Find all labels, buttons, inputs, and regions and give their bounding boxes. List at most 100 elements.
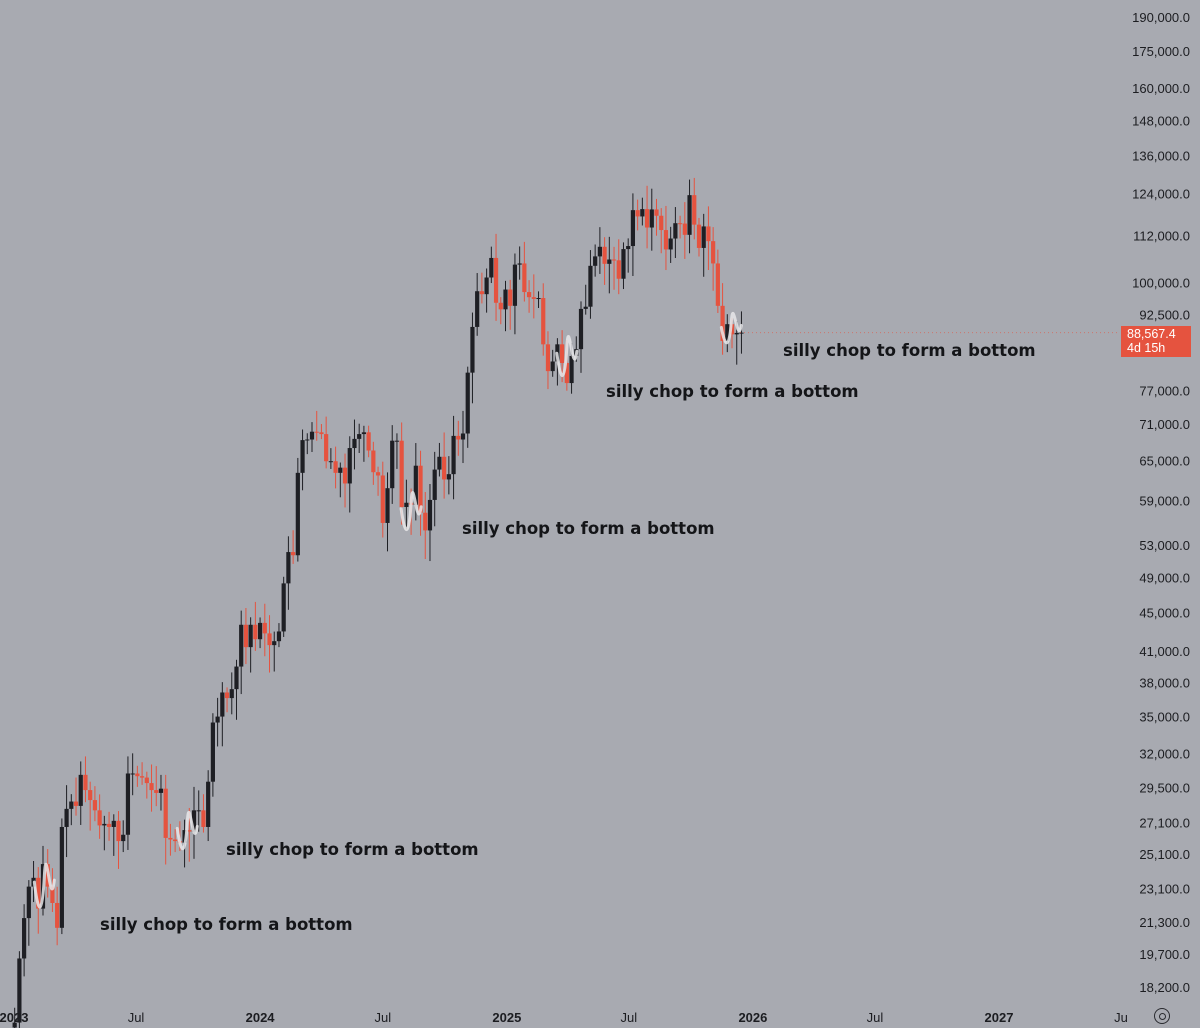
candle (607, 236, 612, 294)
candle (706, 206, 711, 271)
candle (451, 415, 456, 500)
candle (621, 242, 626, 290)
candle (243, 608, 249, 665)
candle (125, 756, 131, 850)
candle (479, 272, 484, 304)
time-axis[interactable]: 2023 Jul 2024 Jul 2025 Jul 2026 Jul 2027 Ju (0, 1010, 1128, 1025)
candle (602, 237, 607, 285)
candle (144, 771, 149, 799)
candle (442, 432, 447, 499)
candle (300, 429, 305, 491)
annotations-layer: silly chop to form a bottom silly chop to… (100, 341, 1036, 934)
candle-body (545, 344, 551, 372)
candle (324, 416, 329, 469)
candle (470, 312, 475, 404)
candle-body (692, 195, 697, 225)
x-tick-label: Ju (1114, 1010, 1128, 1025)
candle-body (734, 332, 739, 335)
candle-body (442, 456, 447, 480)
candle-body (593, 256, 598, 266)
candle-body (607, 259, 612, 264)
candle (423, 492, 428, 560)
candle (229, 672, 234, 715)
candle (427, 484, 433, 562)
y-tick-label: 53,000.0 (1139, 538, 1190, 553)
y-tick-label: 25,100.0 (1139, 847, 1190, 862)
candle-body (291, 552, 296, 556)
candle (357, 423, 362, 454)
candle (626, 238, 631, 273)
price-axis[interactable]: 190,000.0 175,000.0 160,000.0 148,000.0 136,… (1132, 10, 1190, 995)
candle (201, 794, 206, 833)
y-tick-label: 136,000.0 (1132, 148, 1190, 163)
candle-body (224, 692, 230, 699)
candle-body (69, 801, 74, 809)
candle (394, 433, 400, 469)
candle-body (154, 790, 159, 793)
candle-body (432, 469, 437, 500)
annotation-label: silly chop to form a bottom (783, 341, 1036, 360)
candle (328, 448, 333, 469)
candle (206, 770, 211, 842)
candle (191, 786, 197, 859)
candle (78, 761, 83, 825)
candle (158, 774, 164, 811)
candle-body (92, 800, 98, 811)
candle-body (300, 440, 305, 473)
candle (678, 215, 683, 239)
candle (210, 713, 215, 797)
candle-body (423, 512, 428, 531)
y-tick-label: 18,200.0 (1139, 980, 1190, 995)
candle (597, 227, 602, 274)
candle-body (550, 361, 555, 372)
candle-body (498, 302, 503, 310)
candle-body (560, 344, 565, 363)
candle-body (196, 810, 201, 812)
last-price-label: 88,567.4 4d 15h (1121, 326, 1191, 357)
candle-body (182, 830, 187, 843)
x-tick-label: 2023 (0, 1010, 28, 1025)
y-tick-label: 38,000.0 (1139, 676, 1190, 691)
candle-body (531, 297, 536, 299)
candle (97, 794, 102, 839)
candle-body (12, 1022, 17, 1028)
highlight-scribble (32, 862, 56, 909)
candle (267, 615, 272, 673)
y-tick-label: 23,100.0 (1139, 881, 1190, 896)
candle (17, 951, 22, 1028)
candle (224, 687, 230, 713)
candle (253, 601, 258, 651)
y-tick-label: 190,000.0 (1132, 10, 1190, 25)
candle (333, 446, 338, 489)
candle-body (526, 292, 532, 298)
settings-gear-icon[interactable] (1154, 1008, 1170, 1024)
candle-body (272, 641, 277, 646)
candle-body (399, 440, 404, 507)
candle (725, 314, 730, 353)
candle (484, 268, 489, 313)
y-tick-label: 27,100.0 (1139, 815, 1190, 830)
candle-body (640, 209, 645, 217)
candle-body (673, 223, 678, 239)
candle-body (536, 298, 541, 300)
candle (149, 764, 154, 812)
candle-body (276, 631, 282, 642)
y-tick-label: 71,000.0 (1139, 417, 1190, 432)
candle (281, 576, 286, 637)
candle (385, 472, 390, 552)
candle-body (243, 624, 249, 648)
candle (69, 794, 74, 826)
candle (272, 631, 277, 672)
candle-body (654, 209, 659, 216)
candle-body (465, 372, 470, 434)
candle (390, 425, 395, 504)
candle (102, 815, 107, 851)
candle-body (668, 238, 673, 250)
candle (106, 811, 112, 841)
candle (295, 457, 300, 562)
candle (73, 777, 79, 816)
candle-body (696, 224, 702, 248)
candle (593, 244, 598, 277)
candle-body (588, 265, 593, 307)
